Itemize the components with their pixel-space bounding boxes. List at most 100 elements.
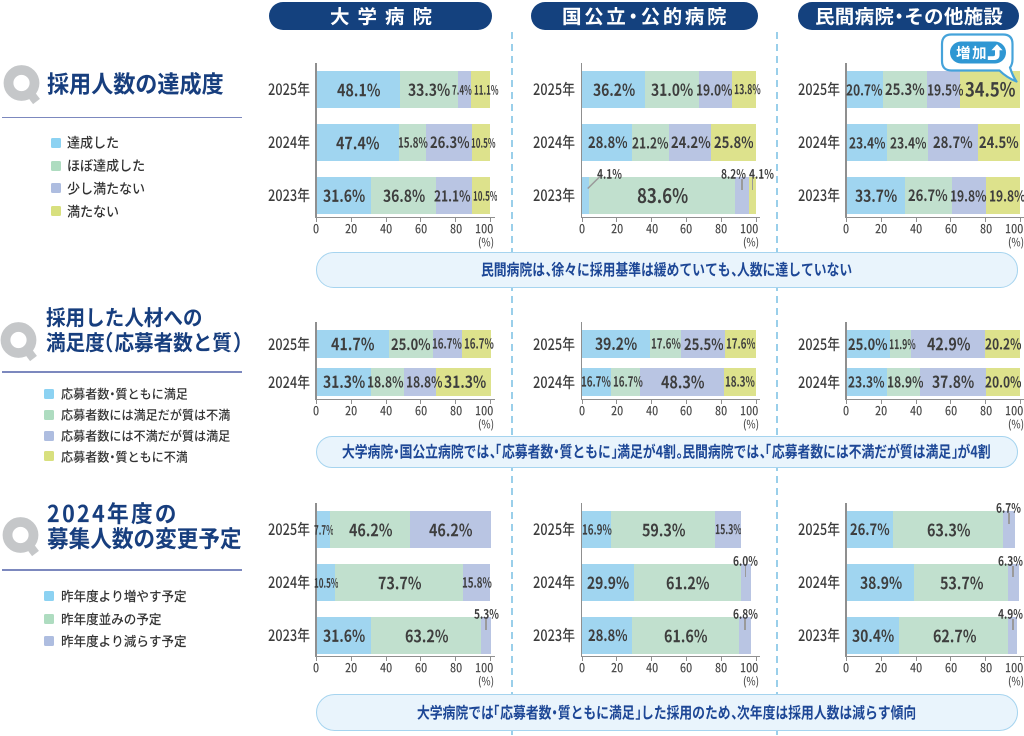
bar-segment-value [726,336,756,352]
x-axis-line [845,655,1024,657]
x-axis-unit [743,675,760,689]
x-axis-tick-label [1005,404,1024,419]
x-axis-line [580,398,760,400]
bar-segment-応募者数・質ともに満足 [316,330,390,358]
x-axis-tick-label [579,661,586,676]
x-axis-tick [846,218,847,222]
bar-segment-value [885,81,925,99]
x-axis-tick [720,657,722,661]
label-leader-line [744,619,746,630]
bar-segment-value [850,521,890,539]
increase-badge [936,31,1024,87]
label-leader-line [1012,619,1014,630]
x-axis-tick [755,657,757,661]
x-axis-tick [385,400,387,404]
x-axis-tick [755,400,757,404]
bar-segment-昨年度より増やす予定 [846,564,915,601]
x-axis-tick-label [715,661,728,676]
x-axis-tick-label [313,222,320,237]
bar-segment-応募者数には不満だが質は満足 [919,368,987,396]
label-leader-line [744,566,747,577]
bar-segment-value [313,523,334,538]
x-axis-tick [350,218,352,222]
x-axis-tick [651,218,653,222]
x-axis-tick-label [740,661,759,676]
x-axis-tick [720,218,722,222]
x-axis-tick-label [680,661,693,676]
bar-segment-value [349,521,393,541]
bar-segment-value [378,574,422,594]
legend-swatch [50,183,61,194]
y-axis-line [845,503,847,657]
column-header-label [330,6,440,29]
label-leader-line [485,619,487,630]
x-axis-tick-label [1005,222,1024,237]
x-axis-tick [915,657,917,661]
bar-segment-達成した [582,177,590,214]
bar-segment-value [890,135,927,153]
question-icon [2,516,44,562]
bar-year-label [798,134,840,152]
section-title-line [47,71,224,99]
bar-year-label [798,627,840,645]
bar-segment-value [933,627,977,647]
bar-segment-満たない [471,71,491,108]
x-axis-tick-label [980,404,993,419]
bar-year-label [533,81,575,99]
bar-segment-value [398,135,428,151]
bar-segment-value [391,336,431,354]
bar-segment-value [855,187,898,206]
x-axis-unit [1008,236,1024,250]
bar-segment-昨年度より減らす予定 [463,564,491,601]
x-axis-tick-label [611,661,624,676]
legend-swatch [44,451,54,462]
bar-segment-value [587,574,630,593]
bar-segment-value-outside [998,554,1023,569]
legend-label [67,181,146,197]
bar-segment-応募者数・質ともに満足 [582,330,651,358]
x-axis-tick [685,400,687,404]
label-leader-line [587,175,601,190]
x-axis-tick-label [380,222,393,237]
bar-segment-昨年度並みの予定 [899,617,1010,654]
x-axis-tick [455,400,457,404]
section-title-underline [2,569,242,571]
bar-segment-value-outside [996,501,1021,516]
section-note-text [417,704,917,723]
x-axis-tick [420,218,422,222]
x-axis-tick-label [945,661,958,676]
x-axis-tick-label [475,404,494,419]
x-axis-tick-label [345,222,358,237]
section-title-underline [2,116,242,118]
x-axis-line [845,398,1024,400]
bar-year-label [798,81,840,99]
bar-segment-応募者数には満足だが質は不満 [890,330,912,358]
x-axis-tick [720,400,722,404]
x-axis-tick [985,218,987,222]
x-axis-tick [880,657,882,661]
question-icon [3,64,45,110]
x-axis-tick-label [415,404,428,419]
x-axis-tick [581,657,583,661]
x-axis-tick-label [875,222,888,237]
legend-label [60,429,231,444]
section-title-underline [2,371,242,373]
bar-segment-昨年度並みの予定 [611,511,716,548]
x-axis-tick [1020,400,1021,404]
column-separator-1 [511,32,513,736]
x-axis-tick [316,218,317,222]
section-title-line [46,306,203,331]
bar-segment-value [429,134,470,152]
x-axis-tick-label [415,661,428,676]
column-header-label [815,6,1004,29]
x-axis-tick [651,657,653,661]
x-axis-tick-label [645,404,659,419]
x-axis-tick-label [450,222,463,237]
section-note-text [342,443,991,462]
x-axis-tick-label [345,661,358,676]
bar-segment-昨年度並みの予定 [371,617,483,654]
bar-segment-value [471,136,496,151]
bar-segment-value [926,335,971,355]
bar-segment-value [582,522,612,538]
